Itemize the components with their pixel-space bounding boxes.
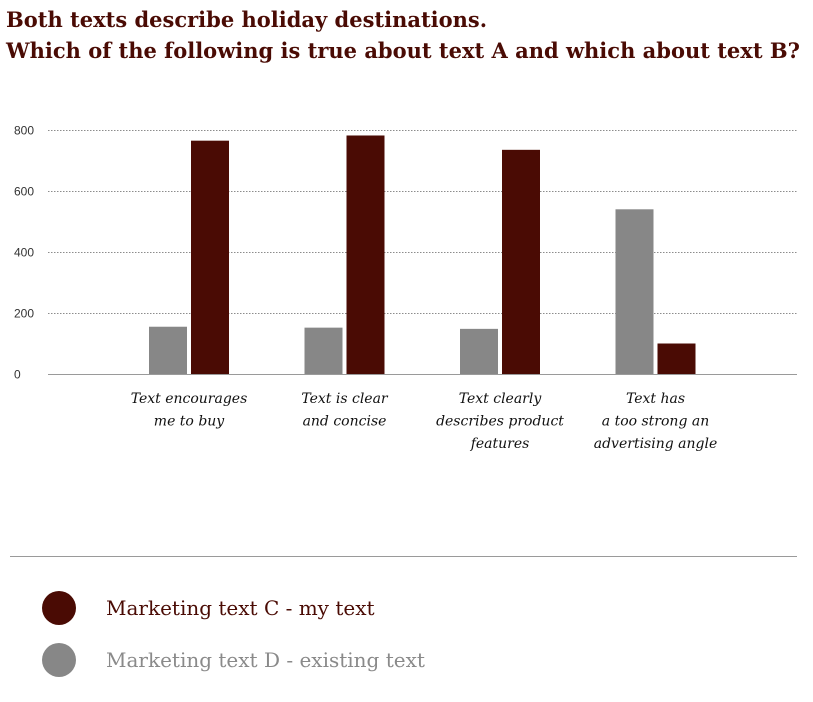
chart-title-line-2: Which of the following is true about tex…: [6, 38, 800, 63]
y-tick-label-600: 600: [14, 185, 34, 199]
legend-swatch-series-c: [42, 591, 76, 625]
category-label-4-line-3: advertising angle: [594, 436, 717, 452]
category-label-1-line-1: Text encourages: [131, 391, 248, 407]
bar-series-d-1: [149, 326, 187, 374]
y-tick-label-200: 200: [14, 307, 34, 321]
category-label-1: Text encourages me to buy: [131, 391, 248, 430]
category-label-2-line-2: and concise: [303, 414, 387, 430]
bar-series-c-1: [191, 140, 229, 374]
category-label-2: Text is clear and concise: [301, 391, 389, 430]
legend-label-series-d: Marketing text D - existing text: [106, 648, 425, 672]
category-label-3-line-3: features: [470, 436, 530, 452]
category-label-2-line-1: Text is clear: [301, 391, 389, 407]
legend-item-series-c: Marketing text C - my text: [42, 591, 375, 625]
bar-series-d-4: [615, 209, 654, 374]
y-tick-label-800: 800: [14, 124, 34, 138]
category-label-3-line-1: Text clearly: [459, 391, 543, 407]
chart-title-line-1: Both texts describe holiday destinations…: [6, 7, 488, 32]
y-tick-label-0: 0: [14, 368, 21, 382]
legend-label-series-c: Marketing text C - my text: [106, 596, 375, 620]
legend-divider: [10, 556, 797, 557]
category-label-4-line-1: Text has: [626, 391, 685, 407]
bar-series-c-4: [657, 343, 696, 374]
category-label-4-line-2: a too strong an: [602, 414, 709, 430]
y-tick-label-400: 400: [14, 246, 34, 260]
legend-swatch-series-d: [42, 643, 76, 677]
legend-item-series-d: Marketing text D - existing text: [42, 643, 425, 677]
bar-series-d-2: [304, 327, 343, 374]
bar-series-d-3: [460, 328, 498, 374]
bar-series-c-2: [346, 135, 385, 374]
category-label-3: Text clearly describes product features: [436, 391, 564, 452]
category-label-4: Text has a too strong an advertising angle: [594, 391, 717, 452]
category-label-1-line-2: me to buy: [154, 414, 225, 430]
category-label-3-line-2: describes product: [436, 414, 564, 430]
bar-series-c-3: [502, 149, 540, 374]
chart-title: Both texts describe holiday destinations…: [6, 4, 800, 66]
